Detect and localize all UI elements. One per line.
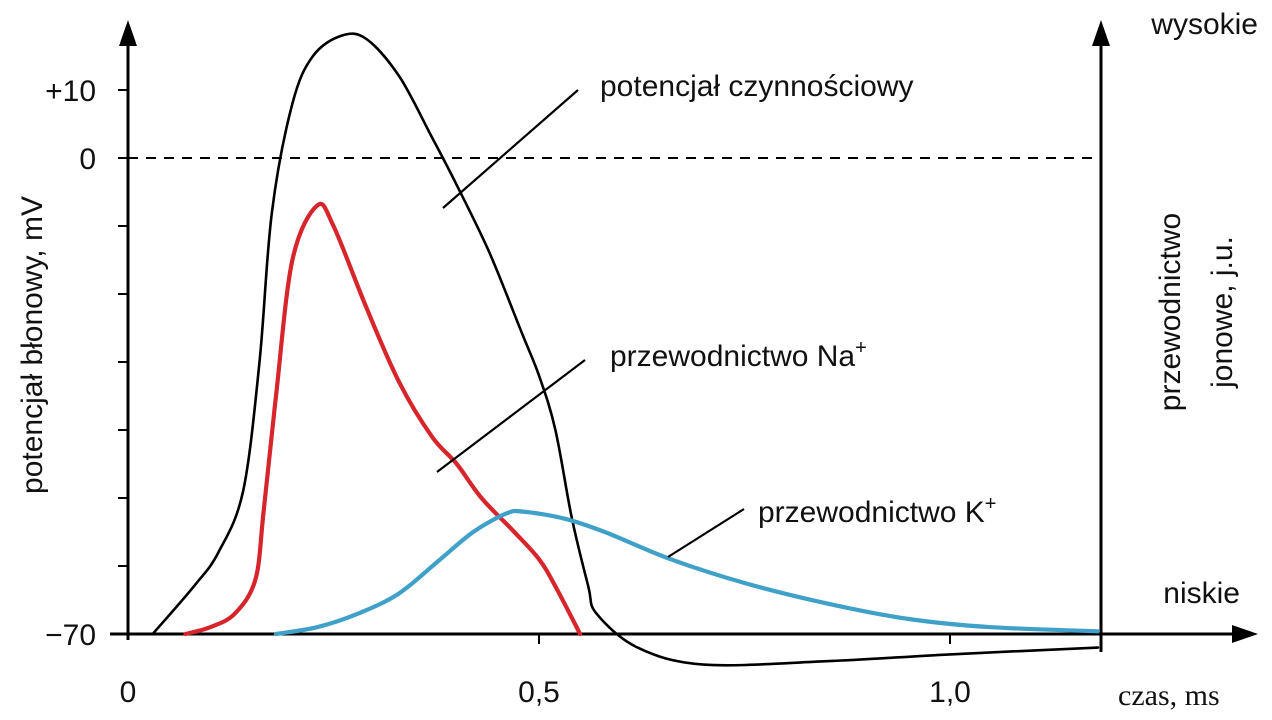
right-axis-bottom-label: niskie <box>1163 577 1240 610</box>
x-tick-label: 0 <box>120 676 137 709</box>
x-tick-label: 1,0 <box>929 676 971 709</box>
x-tick-label: 0,5 <box>518 676 560 709</box>
series-line-na-conductance <box>183 201 583 637</box>
y-axis-right-arrow-icon <box>1092 20 1110 46</box>
annotation-superscript: + <box>985 493 997 515</box>
y-tick-label: 0 <box>79 143 96 176</box>
y-axis-left-arrow-icon <box>119 20 137 46</box>
annotation-leader-line <box>442 89 579 209</box>
series-line-action-potential <box>151 32 1100 667</box>
series-annotation-label: przewodnictwo K+ <box>758 493 996 529</box>
y-tick-label: +10 <box>45 75 96 108</box>
series-annotation-label: przewodnictwo Na+ <box>610 337 867 373</box>
x-axis-arrow-icon <box>1232 625 1258 643</box>
right-axis-top-label: wysokie <box>1150 8 1258 41</box>
y-axis-right-label-line2: jonowe, j.u. <box>1206 236 1239 389</box>
annotation-superscript: + <box>855 337 867 359</box>
annotation-leader-line <box>667 508 745 558</box>
series-line-k-conductance <box>273 508 1101 637</box>
series-annotation-label: potencjał czynnościowy <box>600 70 914 103</box>
annotation-leader-line <box>436 359 586 473</box>
x-axis-label: czas, ms <box>1118 679 1220 712</box>
y-axis-left-label: potencjał błonowy, mV <box>16 196 49 494</box>
y-axis-right-label-line1: przewodnictwo <box>1154 213 1187 411</box>
y-tick-label: −70 <box>45 619 96 652</box>
